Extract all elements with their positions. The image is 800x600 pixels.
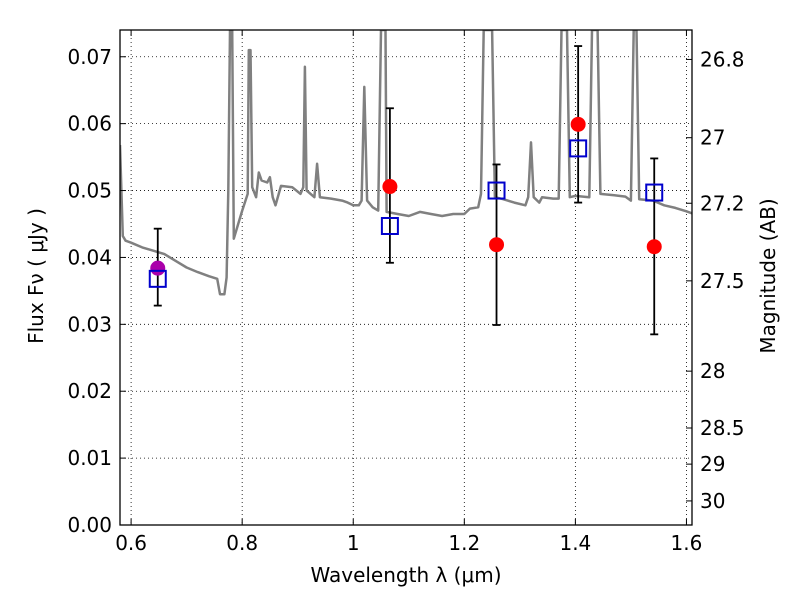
x-tick-label: 0.6 xyxy=(115,531,147,555)
y-tick-label: 0.03 xyxy=(67,312,112,336)
sed-model-layer xyxy=(120,30,692,296)
model-photometry-square xyxy=(645,183,664,202)
y-axis-label-left: Flux Fν ( μJy ) xyxy=(24,208,48,344)
right-tick-label: 30 xyxy=(700,489,725,513)
right-tick-label: 28.5 xyxy=(700,416,745,440)
x-tick-label: 1.4 xyxy=(559,531,591,555)
right-tick-label: 27 xyxy=(700,126,725,150)
right-tick-label: 26.8 xyxy=(700,47,745,71)
y-tick-label: 0.05 xyxy=(67,179,112,203)
model-photometry-square xyxy=(487,181,506,200)
y-tick-label: 0.02 xyxy=(67,379,112,403)
x-tick-label: 1.6 xyxy=(671,531,703,555)
y-tick-label: 0.07 xyxy=(67,45,112,69)
observed-point xyxy=(646,239,662,255)
y-tick-label: 0.01 xyxy=(67,446,112,470)
observed-point xyxy=(570,116,586,132)
model-photometry-square xyxy=(569,139,588,158)
y-tick-label: 0.00 xyxy=(67,513,112,537)
observed-point xyxy=(382,179,398,195)
x-tick-label: 1.2 xyxy=(448,531,480,555)
x-axis-label: Wavelength λ (μm) xyxy=(310,563,501,587)
model-photometry-square xyxy=(148,269,167,288)
right-tick-label: 29 xyxy=(700,452,725,476)
observed-point xyxy=(489,237,505,253)
sed-model-line xyxy=(120,30,692,296)
right-tick-label: 27.2 xyxy=(700,191,745,215)
optical-point xyxy=(150,260,166,276)
y-tick-label: 0.04 xyxy=(67,245,112,269)
right-tick-label: 28 xyxy=(700,359,725,383)
model-photometry-square xyxy=(380,216,399,235)
tick-labels: 0.6 0.8 1 1.2 1.4 1.6 0.00 0.01 0.02 0.03 0.04 0.05… xyxy=(67,45,744,555)
right-tick-label: 27.5 xyxy=(700,269,745,293)
x-tick-label: 1 xyxy=(347,531,360,555)
y-tick-label: 0.06 xyxy=(67,112,112,136)
grid xyxy=(120,30,692,526)
plot-frame xyxy=(119,29,693,526)
points-layer xyxy=(148,116,664,288)
axes-frame xyxy=(119,29,693,526)
x-tick-label: 0.8 xyxy=(226,531,258,555)
y-axis-label-right: Magnitude (AB) xyxy=(756,198,780,353)
